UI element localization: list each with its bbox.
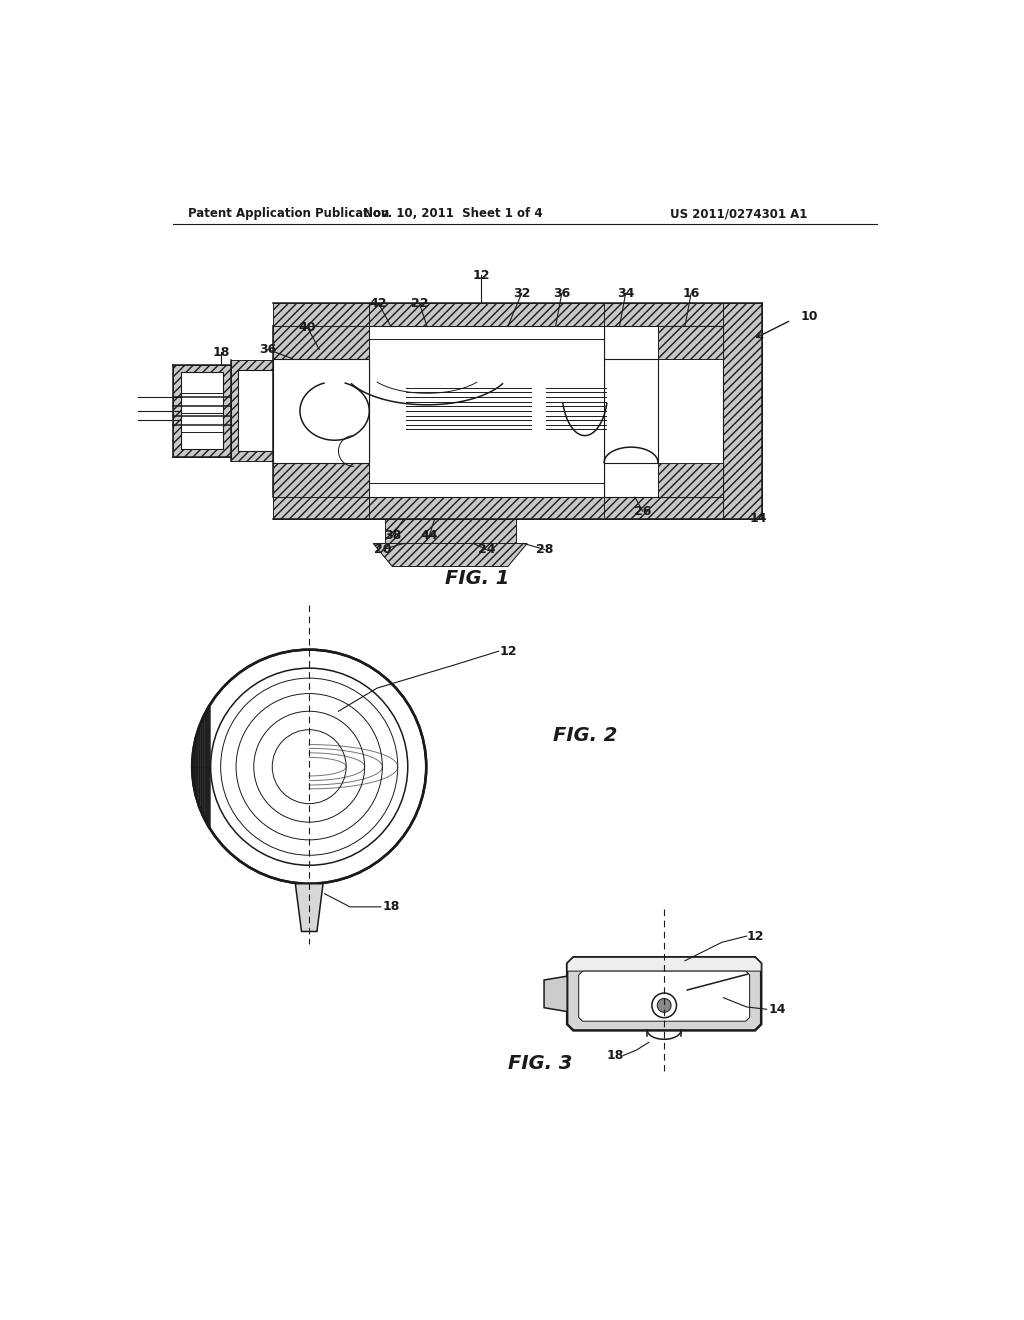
Polygon shape — [295, 884, 323, 932]
Polygon shape — [579, 972, 750, 1022]
Polygon shape — [273, 498, 762, 519]
Text: 12: 12 — [499, 644, 517, 657]
Text: 42: 42 — [370, 297, 387, 310]
Circle shape — [657, 998, 671, 1012]
Polygon shape — [567, 957, 761, 972]
Polygon shape — [273, 359, 370, 462]
Text: 28: 28 — [537, 543, 554, 556]
Text: 16: 16 — [682, 286, 699, 300]
Polygon shape — [273, 462, 370, 498]
Text: 10: 10 — [801, 310, 818, 323]
Polygon shape — [604, 359, 658, 462]
Text: 14: 14 — [769, 1003, 786, 1016]
Polygon shape — [273, 304, 762, 326]
Polygon shape — [370, 498, 604, 519]
Polygon shape — [230, 360, 281, 461]
Text: 18: 18 — [382, 900, 399, 913]
Circle shape — [211, 668, 408, 866]
Text: 40: 40 — [299, 321, 316, 334]
Text: US 2011/0274301 A1: US 2011/0274301 A1 — [670, 207, 807, 220]
Polygon shape — [604, 326, 724, 498]
Text: 26: 26 — [634, 504, 651, 517]
Circle shape — [193, 649, 426, 884]
Text: 24: 24 — [477, 543, 495, 556]
Text: FIG. 1: FIG. 1 — [444, 569, 509, 587]
Polygon shape — [373, 544, 527, 566]
Polygon shape — [273, 326, 370, 359]
Text: 22: 22 — [411, 297, 428, 310]
Text: Nov. 10, 2011  Sheet 1 of 4: Nov. 10, 2011 Sheet 1 of 4 — [362, 207, 543, 220]
Text: Patent Application Publication: Patent Application Publication — [188, 207, 389, 220]
Text: 18: 18 — [607, 1049, 625, 1063]
Polygon shape — [658, 462, 724, 498]
Polygon shape — [180, 372, 223, 449]
Polygon shape — [724, 304, 762, 519]
Polygon shape — [544, 977, 567, 1011]
Text: 32: 32 — [513, 286, 530, 300]
Text: 36: 36 — [259, 343, 276, 356]
Text: 12: 12 — [748, 929, 765, 942]
Polygon shape — [239, 370, 273, 451]
Text: 18: 18 — [213, 346, 230, 359]
Polygon shape — [658, 326, 724, 359]
Text: 34: 34 — [617, 286, 634, 300]
Circle shape — [652, 993, 677, 1018]
Polygon shape — [173, 364, 230, 457]
Polygon shape — [385, 519, 515, 544]
Text: 38: 38 — [384, 529, 401, 543]
Text: 12: 12 — [472, 269, 489, 282]
Text: FIG. 3: FIG. 3 — [508, 1053, 572, 1073]
Polygon shape — [370, 326, 604, 498]
Text: 44: 44 — [421, 529, 438, 543]
Text: 20: 20 — [375, 543, 392, 556]
Text: 14: 14 — [750, 512, 767, 525]
Polygon shape — [567, 957, 761, 1031]
Text: FIG. 2: FIG. 2 — [553, 726, 617, 746]
Polygon shape — [370, 304, 604, 326]
Text: 36: 36 — [553, 286, 570, 300]
